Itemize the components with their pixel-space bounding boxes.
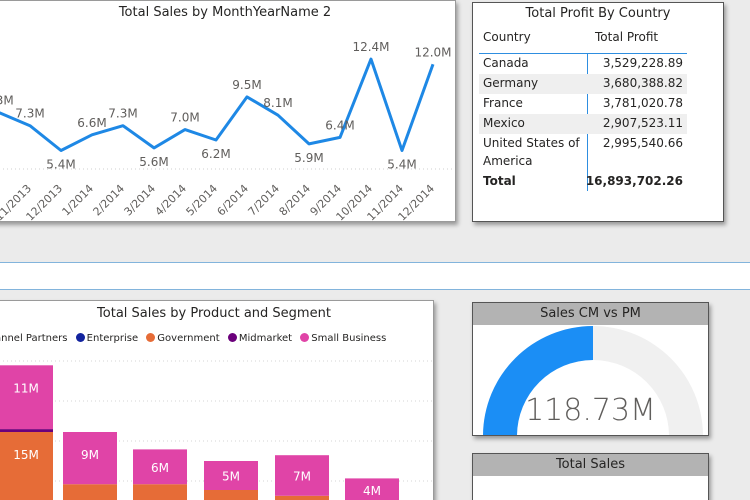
bar-segment	[204, 461, 258, 490]
bar-segment	[63, 432, 117, 485]
total-sales-card[interactable]: Total Sales	[472, 453, 709, 500]
x-tick-label: 2/2014	[91, 182, 128, 219]
bar-chart-plot: 15M 11M 9M 6M 5M 7M 4M	[0, 360, 433, 500]
data-label: 7.3M	[108, 107, 137, 121]
legend-label: Government	[157, 333, 220, 344]
total-sales-title: Total Sales	[473, 454, 708, 476]
country-cell: France	[483, 96, 523, 110]
data-label: 12.0M	[414, 45, 451, 59]
legend-item[interactable]: Government	[146, 333, 220, 344]
x-tick-label: 8/2014	[277, 182, 314, 219]
legend-label: Midmarket	[238, 333, 293, 344]
total-label: Total	[483, 174, 516, 188]
bar-chart-card[interactable]: Total Sales by Product and Segment annel…	[0, 300, 434, 500]
legend-label: Small Business	[311, 333, 387, 344]
bar-segment	[133, 484, 187, 500]
legend-dot	[300, 333, 310, 342]
bar-chart-legend: annel Partners Enterprise Government Mid…	[0, 333, 391, 344]
data-label: 6.6M	[77, 116, 106, 130]
data-label: 4M	[363, 484, 381, 498]
data-label: 5.4M	[46, 157, 75, 171]
data-label: 5.6M	[139, 155, 168, 169]
line-series	[0, 57, 435, 152]
data-label: 9.5M	[232, 78, 261, 92]
bar-segment	[0, 365, 53, 430]
data-label: 12.4M	[352, 40, 389, 54]
header-divider	[479, 53, 687, 54]
legend-label: annel Partners	[0, 333, 68, 344]
bar-segment	[275, 495, 329, 500]
x-tick-label: 6/2014	[215, 182, 252, 219]
profit-table-title: Total Profit By Country	[525, 6, 671, 21]
data-label: 8.1M	[263, 96, 292, 110]
profit-cell: 3,680,388.82	[602, 76, 683, 90]
data-label: 6.2M	[201, 147, 230, 161]
profit-cell: 3,781,020.78	[602, 96, 683, 110]
x-tick-label: 5/2014	[184, 182, 221, 219]
x-tick-label: 7/2014	[246, 182, 283, 219]
gauge-title: Sales CM vs PM	[473, 303, 708, 325]
legend-item[interactable]: Enterprise	[75, 333, 139, 344]
bar-segment	[0, 432, 53, 500]
bar-segment	[0, 429, 53, 432]
table-row[interactable]: Mexico 2,907,523.11	[479, 114, 687, 134]
gauge-card[interactable]: Sales CM vs PM 118.73M	[472, 302, 709, 436]
table-total-row[interactable]: Total 16,893,702.26	[479, 172, 687, 192]
table-row[interactable]: Germany 3,680,388.82	[479, 74, 687, 94]
data-label: 7.3M	[15, 107, 44, 121]
line-chart-card[interactable]: Total Sales by MonthYearName 2 8.3M7.3M5…	[0, 0, 456, 222]
profit-cell: 2,995,540.66	[602, 136, 683, 150]
legend-item[interactable]: annel Partners	[0, 333, 67, 344]
gauge-value: 118.73M	[525, 393, 656, 428]
total-value: 16,893,702.26	[585, 174, 683, 188]
legend-item[interactable]: Small Business	[300, 333, 386, 344]
bar-segment	[133, 449, 187, 485]
data-label: 7M	[293, 470, 311, 484]
data-label: 15M	[13, 448, 39, 462]
legend-dot	[75, 333, 85, 342]
column-header-total-profit[interactable]: Total Profit	[595, 30, 659, 44]
country-cell: Mexico	[483, 116, 525, 130]
line-chart-title: Total Sales by MonthYearName 2	[118, 5, 332, 20]
bar-segment	[345, 478, 399, 500]
data-label: 5M	[222, 470, 240, 484]
legend-dot	[146, 333, 156, 342]
country-cell: Canada	[483, 56, 529, 70]
country-cell: Germany	[483, 76, 539, 90]
table-row[interactable]: Canada 3,529,228.89	[479, 54, 687, 74]
column-header-country[interactable]: Country	[483, 30, 531, 44]
bar-segment	[204, 490, 258, 500]
x-tick-label: 4/2014	[153, 182, 190, 219]
x-tick-label: 3/2014	[122, 182, 159, 219]
country-cell: United States of America	[483, 136, 580, 168]
gauge-fill	[483, 326, 593, 435]
gauge-dial	[483, 326, 703, 435]
legend-label: Enterprise	[86, 333, 139, 344]
data-label: 6M	[151, 461, 169, 475]
profit-cell: 3,529,228.89	[602, 56, 683, 70]
data-label: 7.0M	[170, 111, 199, 125]
data-label: 9M	[81, 448, 99, 462]
bar-segment	[63, 484, 117, 500]
table-row[interactable]: France 3,781,020.78	[479, 94, 687, 114]
bar-segment	[275, 455, 329, 496]
line-chart-plot: 8.3M7.3M5.4M6.6M7.3M5.6M7.0M6.2M9.5M8.1M…	[0, 40, 455, 221]
table-row[interactable]: United States of America 2,995,540.66	[479, 134, 687, 172]
data-label: 11M	[13, 381, 39, 395]
filter-band[interactable]	[0, 262, 750, 290]
profit-cell: 2,907,523.11	[602, 116, 683, 130]
legend-item[interactable]: Midmarket	[227, 333, 293, 344]
profit-table-card[interactable]: Total Profit By Country Country Total Pr…	[472, 2, 724, 222]
legend-dot	[227, 333, 237, 342]
data-label: 5.9M	[294, 151, 323, 165]
x-tick-label: 1/2014	[60, 182, 97, 219]
data-label: 6.4M	[325, 118, 354, 132]
data-label: 5.4M	[387, 157, 416, 171]
data-label: 8.3M	[0, 94, 14, 108]
bar-chart-title: Total Sales by Product and Segment	[97, 306, 331, 321]
